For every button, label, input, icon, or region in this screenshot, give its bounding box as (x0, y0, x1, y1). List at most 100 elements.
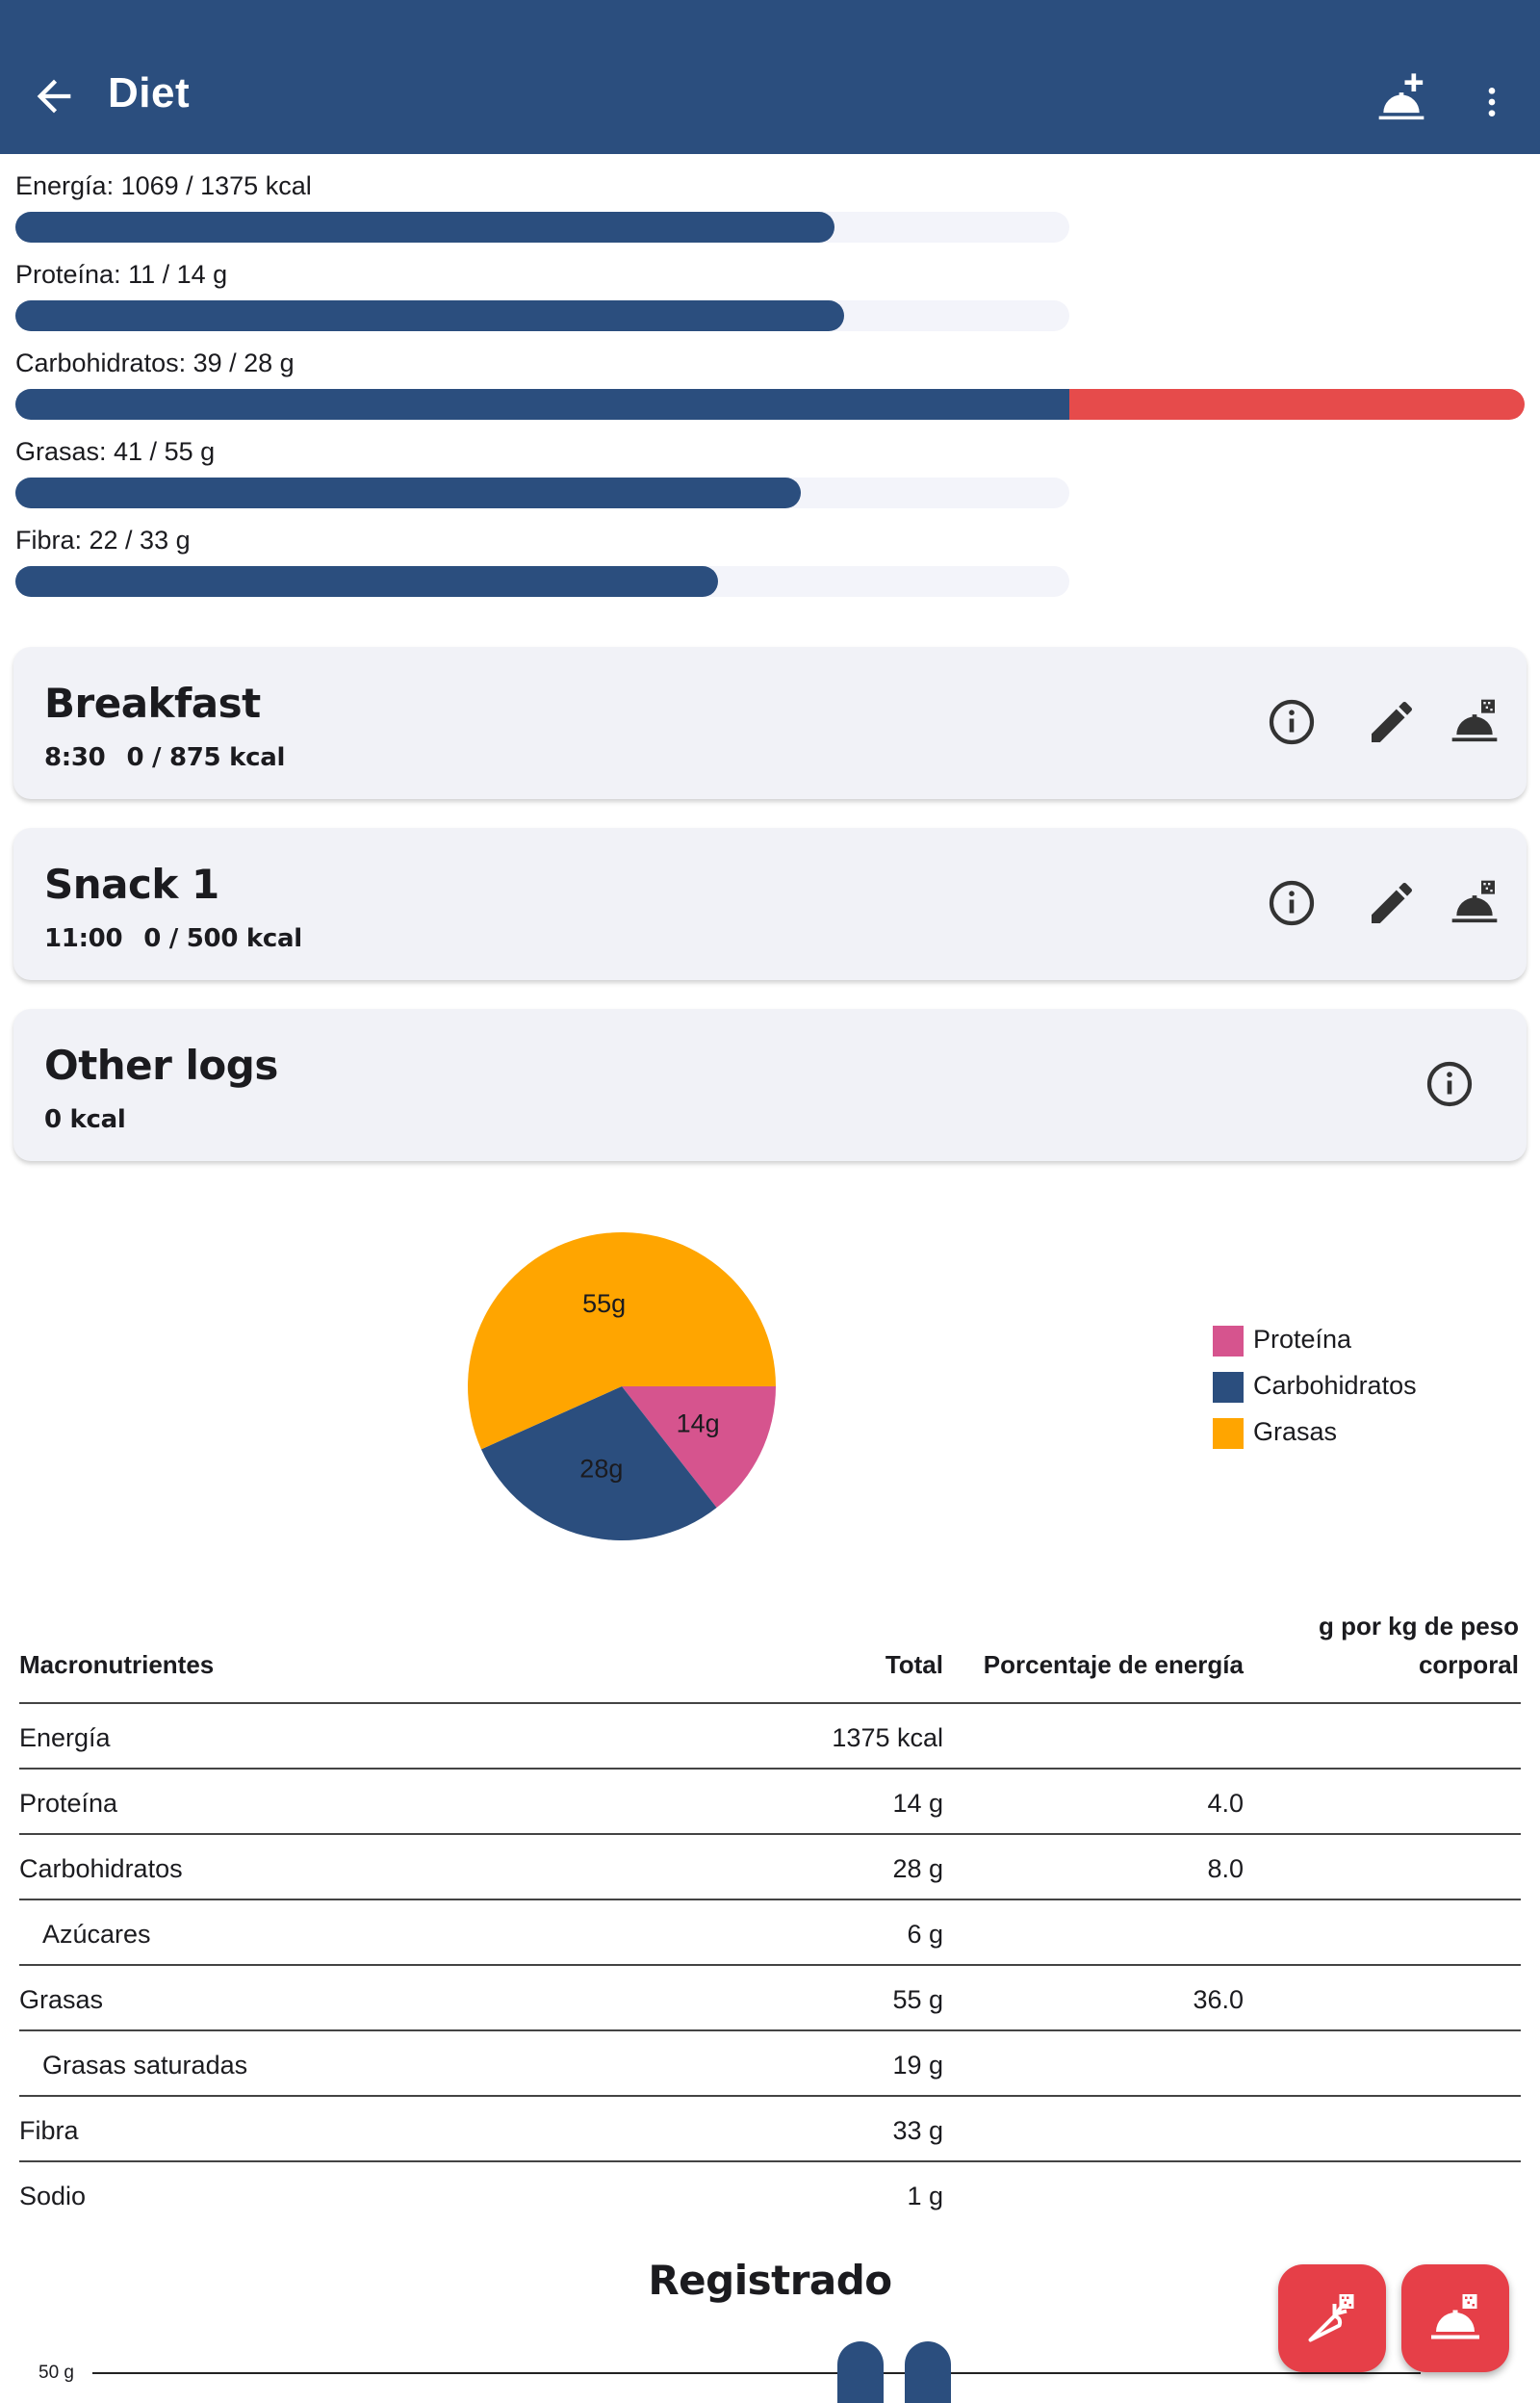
table-row: Carbohidratos 28 g 8.0 (19, 1835, 1521, 1900)
table-row: Sodio 1 g (19, 2162, 1521, 2228)
row-name: Proteína (19, 1789, 118, 1818)
legend-swatch (1213, 1372, 1244, 1403)
app-bar: Diet (0, 0, 1540, 154)
axis-tick-label: 50 g (38, 2363, 74, 2383)
row-name: Azúcares (42, 1920, 151, 1949)
progress-fill (15, 566, 719, 597)
progress-track (15, 212, 1069, 243)
row-total: 55 g (892, 1985, 943, 2014)
meal-summary: 8:30 0 / 875 kcal (44, 743, 306, 772)
other-logs-title: Other logs (44, 1042, 278, 1089)
row-name: Sodio (19, 2182, 87, 2210)
legend-label: Proteína (1253, 1325, 1352, 1354)
row-name: Grasas (19, 1985, 104, 2014)
goal-carbs: Carbohidratos: 39 / 28 g (15, 347, 1525, 435)
axis-line (92, 2372, 1421, 2374)
legend-label: Grasas (1253, 1417, 1338, 1446)
table-row: Grasas saturadas 19 g (19, 2031, 1521, 2097)
info-icon[interactable] (1265, 876, 1319, 930)
table-row: Energía 1375 kcal (19, 1704, 1521, 1770)
legend-swatch (1213, 1418, 1244, 1449)
row-name: Carbohidratos (19, 1854, 183, 1883)
table-row: Proteína 14 g 4.0 (19, 1770, 1521, 1835)
row-total: 14 g (892, 1789, 943, 1818)
legend-swatch (1213, 1326, 1244, 1357)
meal-icon (1431, 2294, 1479, 2339)
add-meal-icon[interactable] (1374, 71, 1428, 125)
table-row: Fibra 33 g (19, 2097, 1521, 2162)
carrot-icon (1308, 2294, 1354, 2342)
other-logs-kcal: 0 kcal (44, 1105, 126, 1134)
goal-energy: Energía: 1069 / 1375 kcal (15, 169, 1525, 258)
nutrient-goals: Energía: 1069 / 1375 kcal Proteína: 11 /… (15, 169, 1525, 612)
log-meal-icon[interactable] (1448, 695, 1502, 749)
edit-icon[interactable] (1365, 876, 1419, 930)
meal-summary: 11:00 0 / 500 kcal (44, 924, 323, 953)
row-name: Energía (19, 1723, 111, 1752)
log-meal-icon[interactable] (1448, 876, 1502, 930)
goal-fat: Grasas: 41 / 55 g (15, 435, 1525, 524)
progress-track (15, 566, 1069, 597)
arrow-back-icon[interactable] (29, 71, 79, 121)
pie-slice-grasas (468, 1232, 776, 1450)
row-total: 19 g (892, 2051, 943, 2080)
log-food-fab[interactable] (1278, 2264, 1386, 2372)
table-header: Macronutrientes Total Porcentaje de ener… (19, 1608, 1521, 1704)
progress-track (15, 389, 1525, 420)
header-total: Total (885, 1650, 943, 1679)
goal-label: Energía: 1069 / 1375 kcal (15, 171, 312, 200)
goal-fiber: Fibra: 22 / 33 g (15, 524, 1525, 612)
row-total: 6 g (907, 1920, 943, 1949)
macro-pie-chart: 14g 28g 55g (468, 1232, 776, 1540)
log-meal-fab[interactable] (1401, 2264, 1509, 2372)
meal-name: Breakfast (44, 680, 261, 727)
row-total: 1375 kcal (832, 1723, 943, 1752)
pie-data-label: 14g (677, 1409, 720, 1438)
logged-title: Registrado (648, 2257, 892, 2304)
pie-data-label: 55g (582, 1289, 626, 1318)
row-name: Fibra (19, 2116, 79, 2145)
row-energy-pct: 36.0 (1193, 1985, 1244, 2014)
page-title: Diet (108, 69, 191, 116)
progress-fill (15, 300, 844, 331)
progress-fill (15, 389, 1069, 420)
edit-icon[interactable] (1365, 695, 1419, 749)
logged-bar (837, 2341, 884, 2403)
row-total: 28 g (892, 1854, 943, 1883)
pie-slice-carbohidratos (480, 1386, 717, 1540)
meal-card-breakfast[interactable]: Breakfast 8:30 0 / 875 kcal (13, 647, 1527, 799)
progress-over-fill (1069, 389, 1525, 420)
more-vert-icon[interactable] (1473, 79, 1511, 125)
header-energy-pct: Porcentaje de energía (983, 1650, 1244, 1679)
meal-time: 8:30 (44, 743, 106, 772)
progress-track (15, 300, 1069, 331)
meal-kcal: 0 / 875 kcal (126, 743, 286, 772)
goal-label: Fibra: 22 / 33 g (15, 526, 191, 555)
other-logs-card[interactable]: Other logs 0 kcal (13, 1009, 1527, 1161)
macronutrient-table: Macronutrientes Total Porcentaje de ener… (19, 1608, 1521, 2228)
row-name: Grasas saturadas (42, 2051, 248, 2080)
table-row: Grasas 55 g 36.0 (19, 1966, 1521, 2031)
meal-card-snack-1[interactable]: Snack 1 11:00 0 / 500 kcal (13, 828, 1527, 980)
goal-label: Grasas: 41 / 55 g (15, 437, 216, 466)
info-icon[interactable] (1265, 695, 1319, 749)
progress-fill (15, 212, 834, 243)
meal-kcal: 0 / 500 kcal (143, 924, 302, 953)
logged-bar (905, 2341, 951, 2403)
table-row: Azúcares 6 g (19, 1900, 1521, 1966)
pie-slice-proteína (622, 1386, 776, 1509)
goal-label: Carbohidratos: 39 / 28 g (15, 349, 295, 377)
row-energy-pct: 4.0 (1207, 1789, 1244, 1818)
progress-track (15, 478, 1069, 508)
goal-protein: Proteína: 11 / 14 g (15, 258, 1525, 347)
row-energy-pct: 8.0 (1207, 1854, 1244, 1883)
pie-data-label: 28g (579, 1454, 623, 1483)
header-g-per-kg: g por kg de peso (1318, 1612, 1519, 1641)
header-macronutrients: Macronutrientes (19, 1650, 215, 1679)
legend-label: Carbohidratos (1253, 1371, 1417, 1400)
info-icon[interactable] (1423, 1057, 1476, 1111)
table-body: Energía 1375 kcal Proteína 14 g 4.0 Carbohidr… (19, 1704, 1521, 2228)
meal-time: 11:00 (44, 924, 123, 953)
header-g-per-kg-line2: corporal (1418, 1650, 1519, 1679)
row-total: 33 g (892, 2116, 943, 2145)
